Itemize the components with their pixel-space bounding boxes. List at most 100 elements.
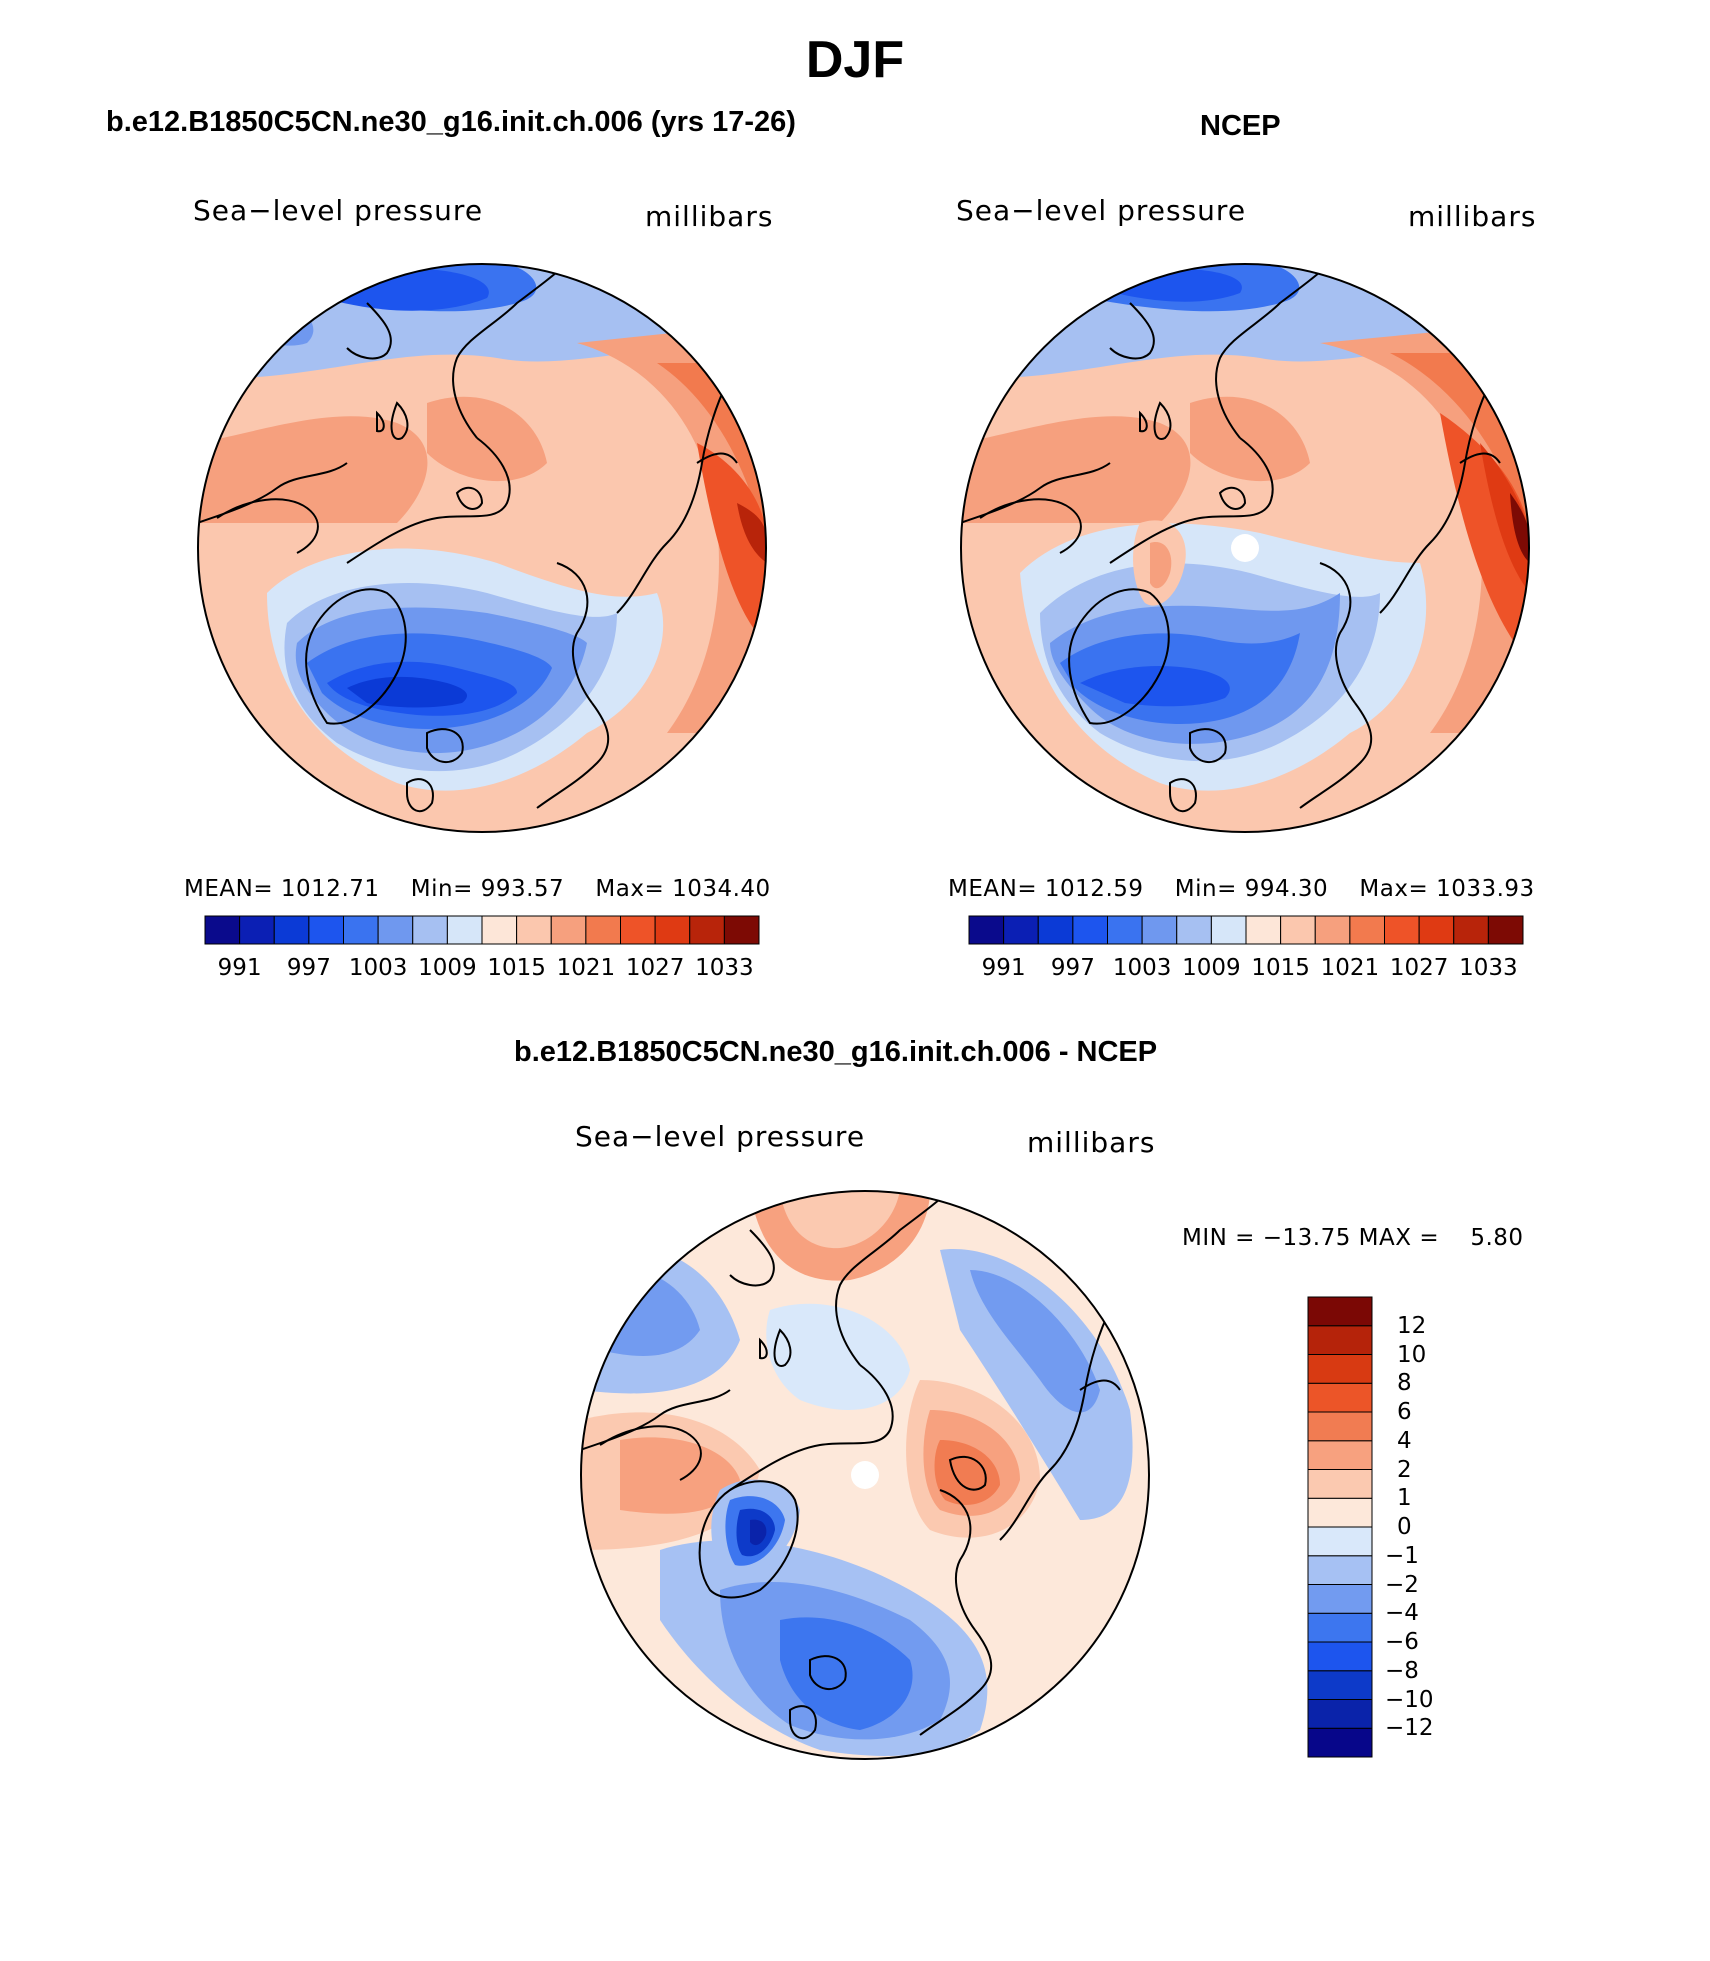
colorbar-tick-label: 12 [1397,1312,1427,1339]
colorbar-tick-label: 1033 [1459,955,1518,981]
colorbar-swatch [1349,915,1385,945]
colorbar-tick-label: 2 [1397,1456,1412,1483]
colorbar-swatch [1307,1325,1373,1355]
colorbar-swatch [1307,1727,1373,1758]
colorbar-tick-label: 1015 [487,955,546,981]
colorbar-tick-label: 1009 [418,955,477,981]
colorbar-swatch [1307,1440,1373,1470]
colorbar-swatch [412,915,448,945]
colorbar-swatch [1307,1555,1373,1585]
model-units-label: millibars [645,200,774,233]
colorbar-swatch [1037,915,1074,945]
colorbar-tick-label: 1021 [1320,955,1380,981]
colorbar-swatch [1280,915,1316,945]
obs-polar-map [960,263,1530,833]
obs-mean-value: 1012.59 [1044,876,1144,902]
model-polar-map [197,263,767,833]
colorbar-swatch [1314,915,1351,945]
colorbar-swatch [723,915,760,945]
colorbar-tick-label: 1015 [1251,955,1310,981]
colorbar-swatch [1307,1382,1373,1413]
colorbar-tick-label: 1033 [695,955,754,981]
obs-min-label: Min= [1174,876,1237,902]
colorbar-swatch [1307,1296,1373,1327]
obs-max-value: 1033.93 [1436,876,1535,902]
diff-colorbar-ticks: 12 10 8 6 4 2 1 0 −1 −2 −4 −6 −8 −10 −12 [1385,1296,1465,1758]
colorbar-tick-label: −12 [1385,1715,1434,1742]
colorbar-swatch [1384,915,1420,945]
colorbar-swatch [968,915,1005,945]
obs-min-value: 994.30 [1244,876,1329,902]
colorbar-tick-label: 1003 [1112,955,1172,981]
colorbar-swatch [516,915,552,945]
colorbar-swatch [1307,1584,1373,1614]
diff-panel-title: b.e12.B1850C5CN.ne30_g16.init.ch.006 - N… [514,1036,1158,1068]
colorbar-tick-label: 6 [1397,1399,1412,1425]
colorbar-tick-label: −1 [1385,1542,1419,1569]
obs-colorbar-ticks: 991 997 1003 1009 1015 1021 1027 1033 [968,955,1524,985]
colorbar-tick-label: 1009 [1182,955,1241,981]
colorbar-tick-label: 1021 [556,955,616,981]
colorbar-swatch [585,915,621,945]
colorbar-swatch [1487,915,1524,945]
colorbar-swatch [689,915,725,945]
colorbar-swatch [1453,915,1489,945]
colorbar-swatch [481,915,518,945]
diff-max-value: 5.80 [1470,1225,1524,1251]
model-variable-label: Sea−level pressure [193,194,484,227]
colorbar-swatch [204,915,241,945]
model-colorbar-ticks: 991 997 1003 1009 1015 1021 1027 1033 [204,955,760,985]
model-colorbar [204,915,760,945]
colorbar-tick-label: 997 [1050,955,1095,981]
colorbar-swatch [446,915,483,945]
colorbar-tick-label: 1 [1397,1485,1412,1512]
colorbar-tick-label: −4 [1385,1600,1419,1627]
obs-units-label: millibars [1408,200,1537,233]
colorbar-swatch [620,915,656,945]
colorbar-swatch [1307,1612,1373,1643]
colorbar-swatch [654,915,691,945]
colorbar-tick-label: −6 [1385,1629,1419,1655]
colorbar-tick-label: 991 [981,955,1026,981]
colorbar-swatch [1307,1699,1373,1729]
colorbar-tick-label: 1027 [1389,955,1449,981]
colorbar-swatch [1307,1411,1373,1442]
obs-mean-label: MEAN= [948,876,1038,902]
colorbar-tick-label: 8 [1397,1370,1412,1397]
colorbar-tick-label: −8 [1385,1657,1419,1684]
colorbar-swatch [273,915,310,945]
model-panel-title: b.e12.B1850C5CN.ne30_g16.init.ch.006 (yr… [106,106,796,138]
colorbar-swatch [1107,915,1143,945]
figure-title: DJF [805,31,905,89]
colorbar-tick-label: −10 [1385,1686,1434,1713]
diff-min-label: MIN = [1182,1225,1255,1251]
colorbar-swatch [1307,1354,1373,1384]
model-max-value: 1034.40 [672,876,771,902]
diff-max-label: MAX = [1358,1225,1440,1251]
model-mean-value: 1012.71 [280,876,380,902]
colorbar-tick-label: 1027 [625,955,685,981]
obs-max-label: Max= [1359,876,1429,902]
model-mean-label: MEAN= [184,876,274,902]
obs-variable-label: Sea−level pressure [956,194,1247,227]
colorbar-swatch [1307,1497,1373,1528]
colorbar-swatch [1072,915,1108,945]
diff-colorbar [1307,1296,1373,1758]
colorbar-swatch [1307,1670,1373,1700]
diff-polar-map [580,1190,1150,1760]
colorbar-swatch [1307,1469,1373,1499]
model-max-label: Max= [595,876,665,902]
diff-min-value: −13.75 [1262,1225,1351,1251]
colorbar-tick-label: 1003 [348,955,408,981]
obs-stats: MEAN= 1012.59 Min= 994.30 Max= 1033.93 [948,876,1535,902]
colorbar-tick-label: 991 [217,955,262,981]
model-min-label: Min= [410,876,473,902]
colorbar-tick-label: 4 [1397,1427,1412,1454]
diff-stats: MIN = −13.75 MAX = 5.80 [1182,1225,1524,1251]
colorbar-swatch [1210,915,1247,945]
obs-colorbar [968,915,1524,945]
colorbar-tick-label: 997 [286,955,331,981]
diff-units-label: millibars [1027,1126,1156,1159]
colorbar-swatch [1141,915,1178,945]
colorbar-swatch [1307,1641,1373,1672]
